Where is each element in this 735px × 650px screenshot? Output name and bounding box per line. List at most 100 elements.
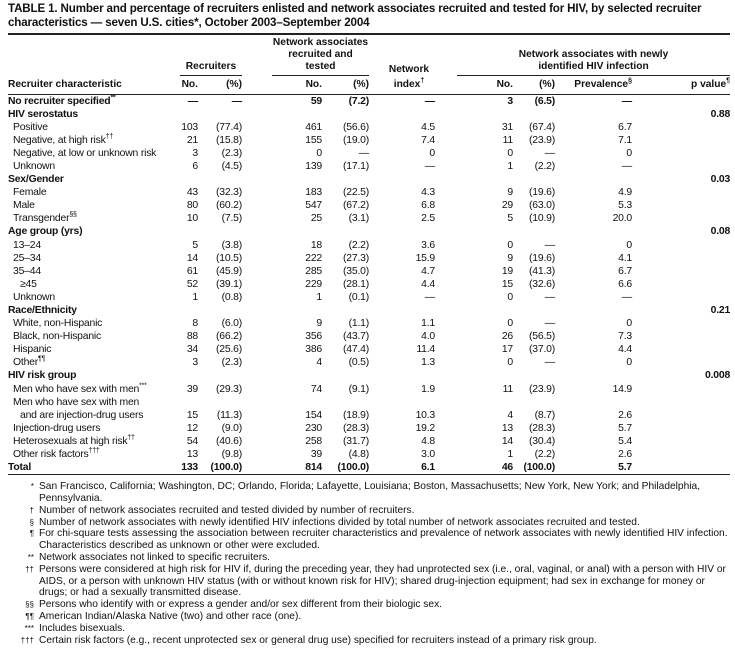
cell-rec-no: 6: [192, 160, 198, 172]
cell-rec-no: 21: [186, 134, 198, 146]
cell-rec-no: 43: [186, 187, 198, 199]
row-label-text: Unknown: [13, 160, 55, 172]
cell-rec-pct: [198, 396, 242, 409]
row-label: 35–44: [8, 265, 176, 278]
cell-rec-pct: (6.0): [221, 318, 243, 330]
row-label-text: Negative, at high risk: [13, 134, 106, 146]
header-prevalence: Prevalence§: [555, 75, 632, 95]
cell-prevalence: 0: [626, 239, 632, 251]
cell-hiv-pct: —: [544, 291, 555, 303]
cell-prevalence: [555, 108, 632, 121]
table-row: Male 80 (60.2) 547 (67.2) 6.8 29 (63.0) 5.3: [8, 199, 730, 212]
header-group-row: Recruiters Network associates recruited …: [8, 37, 731, 76]
footnote-marker: ††: [127, 434, 135, 442]
cell-p-value: [632, 343, 730, 356]
cell-rec-pct: (4.5): [221, 160, 243, 172]
cell-hiv-pct: (23.9): [529, 134, 555, 146]
cell-rec-no: 1: [192, 291, 198, 303]
group-row: Sex/Gender 0.03: [8, 173, 730, 186]
row-label-text: Other: [13, 357, 38, 369]
cell-rec-no: 14: [186, 252, 198, 264]
footnote: *** Includes bisexuals.: [8, 623, 730, 635]
cell-na-pct: (0.5): [348, 357, 370, 369]
cell-network-index: 4.8: [421, 435, 435, 447]
cell-hiv-pct: —: [544, 147, 555, 159]
cell-prevalence: 4.4: [618, 344, 632, 356]
footnote-marker: ††: [105, 133, 114, 141]
table-row: Unknown 6 (4.5) 139 (17.1) — 1 (2.2) —: [8, 160, 730, 173]
cell-p-value: [632, 448, 730, 461]
cell-na-no: 59: [310, 95, 322, 107]
header-characteristic: Recruiter characteristic: [8, 75, 176, 95]
row-label-text: Other risk factors: [13, 449, 89, 461]
footnote: † Number of network associates recruited …: [8, 505, 730, 517]
cell-hiv-pct: [513, 173, 555, 186]
cell-hiv-pct: [513, 396, 555, 409]
table-title: TABLE 1. Number and percentage of recrui…: [8, 2, 702, 29]
footnote-symbol: ¶¶: [25, 611, 34, 621]
cell-prevalence: —: [621, 291, 632, 303]
row-label-text: and are injection-drug users: [20, 409, 144, 421]
row-label: Other risk factors†††: [8, 448, 176, 461]
row-label-text: Unknown: [13, 291, 55, 303]
cell-prevalence: 5.7: [555, 461, 632, 476]
row-label-text: Total: [8, 462, 32, 474]
header-network-index-top: Network: [388, 63, 430, 75]
table-row: 25–34 14 (10.5) 222 (27.3) 15.9 9 (19.6) 4.1: [8, 252, 730, 265]
cell-na-no: [242, 173, 322, 186]
cell-p-value: [632, 252, 730, 265]
cell-network-index: [369, 369, 435, 382]
cell-hiv-no: 11: [502, 383, 514, 395]
row-label: Unknown: [8, 291, 176, 304]
cell-na-pct: [322, 369, 369, 382]
cell-network-index: —: [424, 95, 435, 107]
footnote-marker: §§: [69, 211, 77, 219]
cell-p-value: 0.21: [710, 305, 731, 316]
footnote-text: Includes bisexuals.: [39, 622, 126, 634]
footnote-text: For chi-square tests assessing the assoc…: [39, 528, 728, 552]
cell-network-index: 4.5: [421, 121, 435, 133]
cell-prevalence: 6.6: [618, 278, 632, 290]
cell-network-index: —: [424, 291, 435, 303]
table-row: Negative, at high risk†† 21 (15.8) 155 (19.0…: [8, 133, 730, 147]
cell-rec-pct: (39.1): [216, 278, 242, 290]
footnote-symbol: ***: [24, 623, 34, 633]
cell-hiv-no: 0: [507, 318, 513, 330]
cell-hiv-no: 11: [502, 134, 514, 146]
cell-hiv-pct: (19.6): [529, 252, 555, 264]
cell-na-no: 74: [310, 383, 322, 395]
cell-hiv-pct: [513, 369, 555, 382]
cell-na-no: [242, 396, 322, 409]
cell-rec-pct: (40.6): [216, 435, 242, 447]
cell-hiv-pct: [513, 108, 555, 121]
header-na-no: No.: [242, 75, 322, 95]
cell-rec-no: 3: [192, 147, 198, 159]
cell-na-pct: (9.1): [348, 383, 370, 395]
cell-rec-pct: [198, 304, 242, 317]
cell-prevalence: 6.7: [618, 121, 632, 133]
footnote-text: Number of network associates recruited a…: [39, 504, 415, 516]
cell-network-index: [369, 173, 435, 186]
cell-rec-no: 5: [192, 239, 198, 251]
row-label-text: Sex/Gender: [8, 174, 64, 186]
footnote-marker: †: [420, 77, 425, 85]
cell-hiv-no: [435, 173, 513, 186]
table-row: Hispanic 34 (25.6) 386 (47.4) 11.4 17 (37.0) 4.4: [8, 343, 730, 356]
cell-hiv-no: 0: [507, 291, 513, 303]
cell-hiv-pct: —: [544, 357, 555, 369]
cell-p-value: [632, 291, 730, 304]
cell-hiv-pct: [513, 304, 555, 317]
cell-na-pct: (22.5): [343, 187, 369, 199]
cell-rec-pct: (0.8): [221, 291, 243, 303]
cell-rec-pct: (25.6): [216, 344, 242, 356]
cell-hiv-no: 9: [507, 187, 513, 199]
footnote-marker: ¶: [726, 77, 731, 85]
cell-rec-pct: (9.8): [221, 449, 243, 461]
table-row: Heterosexuals at high risk†† 54 (40.6) 258 (…: [8, 434, 730, 448]
cell-network-index: [369, 225, 435, 238]
row-label-text: No recruiter specified: [8, 95, 111, 107]
cell-network-index: 11.4: [416, 344, 435, 356]
table-row: Transgender§§ 10 (7.5) 25 (3.1) 2.5 5 (10.9) 20.…: [8, 212, 730, 225]
row-label-text: Transgender: [13, 213, 70, 225]
cell-prevalence: [555, 173, 632, 186]
